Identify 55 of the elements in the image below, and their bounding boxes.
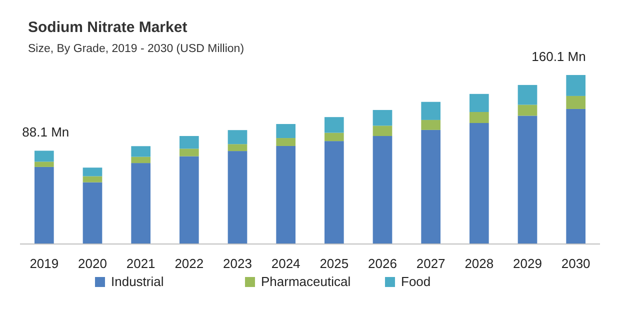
legend-label: Industrial (111, 274, 164, 289)
bar (82, 168, 102, 176)
bar (131, 163, 150, 244)
bar (34, 162, 54, 167)
x-tick-label: 2030 (561, 256, 590, 271)
bar (421, 102, 440, 120)
bar (421, 130, 440, 244)
bar (180, 156, 199, 244)
bar (180, 148, 199, 156)
bar (566, 96, 586, 109)
bar (518, 104, 538, 116)
bar (324, 132, 344, 142)
bar (82, 182, 102, 244)
bar (131, 146, 150, 157)
bar (421, 120, 440, 130)
bar (372, 136, 392, 244)
x-tick-label: 2029 (513, 256, 542, 271)
annotation: 88.1 Mn (22, 124, 70, 140)
bar (324, 117, 344, 133)
bar (228, 151, 248, 244)
bar (34, 166, 54, 244)
bar (566, 108, 586, 244)
x-tick-label: 2023 (223, 256, 252, 271)
bar (470, 94, 489, 112)
legend-label: Pharmaceutical (261, 274, 351, 289)
x-tick-label: 2025 (320, 256, 349, 271)
bar (82, 176, 102, 182)
bar (131, 156, 150, 164)
x-tick-label: 2027 (416, 256, 446, 271)
bar (518, 84, 538, 105)
x-tick-label: 2019 (30, 256, 59, 271)
bar (372, 126, 392, 136)
chart-subtitle: Size, By Grade, 2019 - 2030 (USD Million) (28, 43, 244, 55)
bar (566, 75, 586, 96)
bar (372, 110, 392, 126)
bar (228, 130, 248, 144)
bar (34, 150, 54, 162)
bar (228, 144, 248, 152)
legend-label: Food (401, 274, 431, 289)
bar (470, 112, 489, 123)
bar (324, 141, 344, 244)
bar (470, 122, 489, 244)
x-tick-label: 2022 (174, 256, 204, 271)
bar (518, 116, 538, 244)
bar (180, 136, 199, 149)
bar (276, 146, 296, 244)
x-tick-label: 2020 (78, 256, 107, 271)
x-tick-label: 2021 (126, 256, 156, 271)
x-tick-label: 2028 (464, 256, 494, 271)
x-tick-label: 2024 (271, 256, 300, 271)
bar (276, 138, 296, 146)
annotation: 160.1 Mn (532, 49, 586, 64)
bar (276, 124, 296, 138)
chart-title: Sodium Nitrate Market (28, 19, 188, 36)
x-tick-label: 2026 (368, 256, 397, 271)
